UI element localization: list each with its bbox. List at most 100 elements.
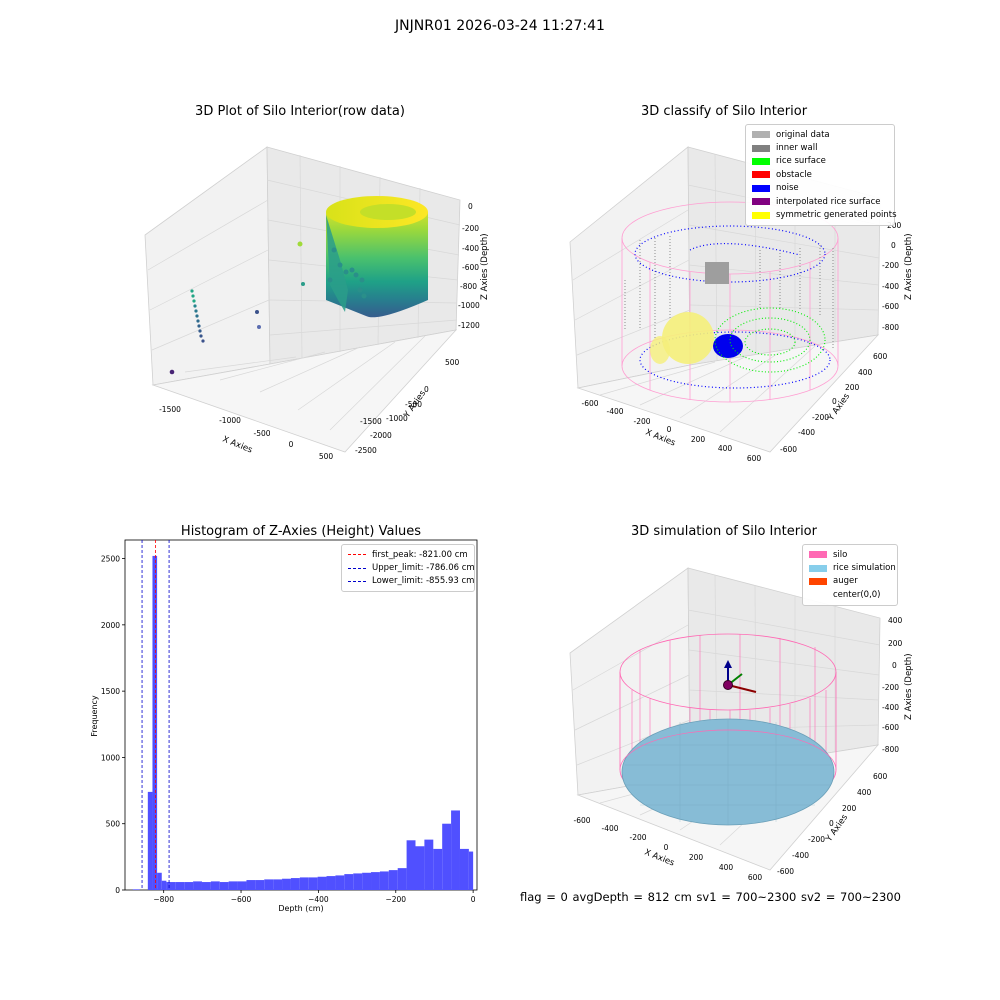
hist-bar: [132, 889, 140, 890]
hist-ytick-label: 2500: [101, 555, 120, 564]
panel4-title: 3D simulation of Silo Interior: [631, 524, 817, 539]
legend-item: rice simulation: [809, 561, 896, 574]
legend-swatch: [809, 551, 827, 559]
figure-suptitle: JNJNR01 2026-03-24 11:27:41: [395, 18, 605, 34]
hist-bar: [237, 881, 247, 890]
p1-ztick: -200: [462, 224, 479, 233]
panel4-center-axes: [723, 660, 757, 693]
legend-swatch: [809, 577, 827, 585]
legend-label: Upper_limit: -786.06 cm: [372, 563, 475, 574]
legend-item: first_peak: -821.00 cm: [348, 548, 468, 561]
p1-xtick: -1000: [219, 416, 241, 425]
legend-label: auger: [833, 576, 858, 587]
hist-bar: [255, 880, 265, 890]
hist-bar: [388, 870, 398, 890]
hist-bar: [175, 882, 185, 890]
hist-ytick-label: 500: [106, 820, 121, 829]
panel2-rice-surface: [714, 307, 826, 373]
legend-item: noise: [752, 182, 888, 195]
p4-ytick: 200: [842, 804, 857, 813]
legend-label: rice simulation: [833, 563, 896, 574]
hist-bar: [299, 877, 309, 890]
hist-bar: [379, 871, 389, 890]
legend-item: rice surface: [752, 155, 888, 168]
p1-ztick: -600: [462, 263, 479, 272]
hist-bars: [132, 555, 474, 890]
hist-bar: [246, 880, 256, 890]
legend-label: silo: [833, 549, 848, 560]
legend-item: symmetric generated points: [752, 208, 897, 221]
p2-xtick: 0: [667, 425, 672, 434]
legend-item: center(0,0): [809, 588, 891, 601]
hist-bar: [147, 791, 153, 890]
panel1-outlier-points: [169, 241, 305, 375]
p1-xtick: 0: [289, 440, 294, 449]
p2-xtick: 400: [718, 444, 733, 453]
p4-ztick: -200: [882, 683, 899, 692]
panel2-noise-blob: [713, 334, 743, 358]
hist-bar: [468, 851, 474, 890]
legend-item: silo: [809, 548, 891, 561]
panel2-inner-wall: [624, 236, 834, 350]
hist-bar: [152, 555, 158, 890]
hist-xlabel: Depth (cm): [278, 904, 323, 913]
p2-xtick: 200: [691, 435, 706, 444]
legend-label: first_peak: -821.00 cm: [372, 549, 468, 560]
p4-xtick: 600: [748, 873, 763, 882]
hist-ytick-label: 0: [115, 886, 120, 895]
p1-ytick: -500: [405, 400, 422, 409]
hist-bar: [201, 882, 211, 890]
p1-ztick: -400: [462, 244, 479, 253]
legend-swatch: [752, 157, 770, 165]
p1-ztick: -800: [460, 282, 477, 291]
legend-line: [348, 554, 366, 556]
hist-bar: [353, 873, 363, 890]
panel3-legend: first_peak: -821.00 cm Upper_limit: -786…: [341, 544, 475, 593]
legend-item: interpolated rice surface: [752, 195, 888, 208]
hist-bar: [210, 881, 220, 890]
p4-ytick: -400: [792, 851, 809, 860]
hist-bar: [273, 879, 283, 890]
legend-swatch: [752, 198, 770, 206]
p4-xtick: -200: [629, 833, 646, 842]
legend-label: Lower_limit: -855.93 cm: [372, 576, 475, 587]
p2-zlabel: Z Axies (Depth): [904, 233, 914, 300]
p2-ytick: 400: [858, 368, 873, 377]
hist-yticks: 0 500 1000 1500 2000 2500: [101, 555, 125, 895]
p4-xtick: 200: [689, 853, 704, 862]
legend-label: inner wall: [776, 143, 818, 154]
p2-ytick: -400: [798, 428, 815, 437]
legend-item: original data: [752, 128, 888, 141]
legend-label: center(0,0): [833, 589, 881, 600]
panel1-title: 3D Plot of Silo Interior(row data): [195, 104, 405, 119]
hist-vlines: [141, 540, 170, 890]
panel2-gray-cluster: [705, 262, 729, 284]
p4-ztick: -400: [882, 703, 899, 712]
hist-bar: [282, 878, 291, 890]
legend-item: auger: [809, 575, 891, 588]
p1-xtick: -1500: [159, 405, 181, 414]
p4-ytick: 600: [873, 772, 888, 781]
hist-bar: [290, 878, 300, 890]
hist-bar: [459, 848, 469, 890]
hist-bar: [451, 810, 460, 890]
hist-ylabel: Frequency: [90, 695, 99, 737]
panel1-silo-points: [326, 196, 428, 318]
p2-ztick: -400: [882, 282, 899, 291]
legend-label: interpolated rice surface: [776, 196, 881, 207]
hist-xtick-label: 0: [471, 895, 476, 904]
p2-ztick: 200: [887, 221, 902, 230]
legend-item: Lower_limit: -855.93 cm: [348, 575, 474, 588]
p4-ztick: 400: [888, 616, 903, 625]
p4-ylabel: Y Axies: [824, 812, 851, 844]
panel4-legend: silo rice simulation auger center(0,0): [802, 544, 898, 606]
p4-ytick: 400: [857, 788, 872, 797]
hist-bar: [335, 875, 345, 890]
legend-item: inner wall: [752, 141, 888, 154]
legend-swatch: [752, 131, 770, 139]
hist-bar: [264, 879, 274, 890]
panel2-symmetric-points: [662, 312, 714, 364]
p1-xtick: 500: [319, 452, 334, 461]
